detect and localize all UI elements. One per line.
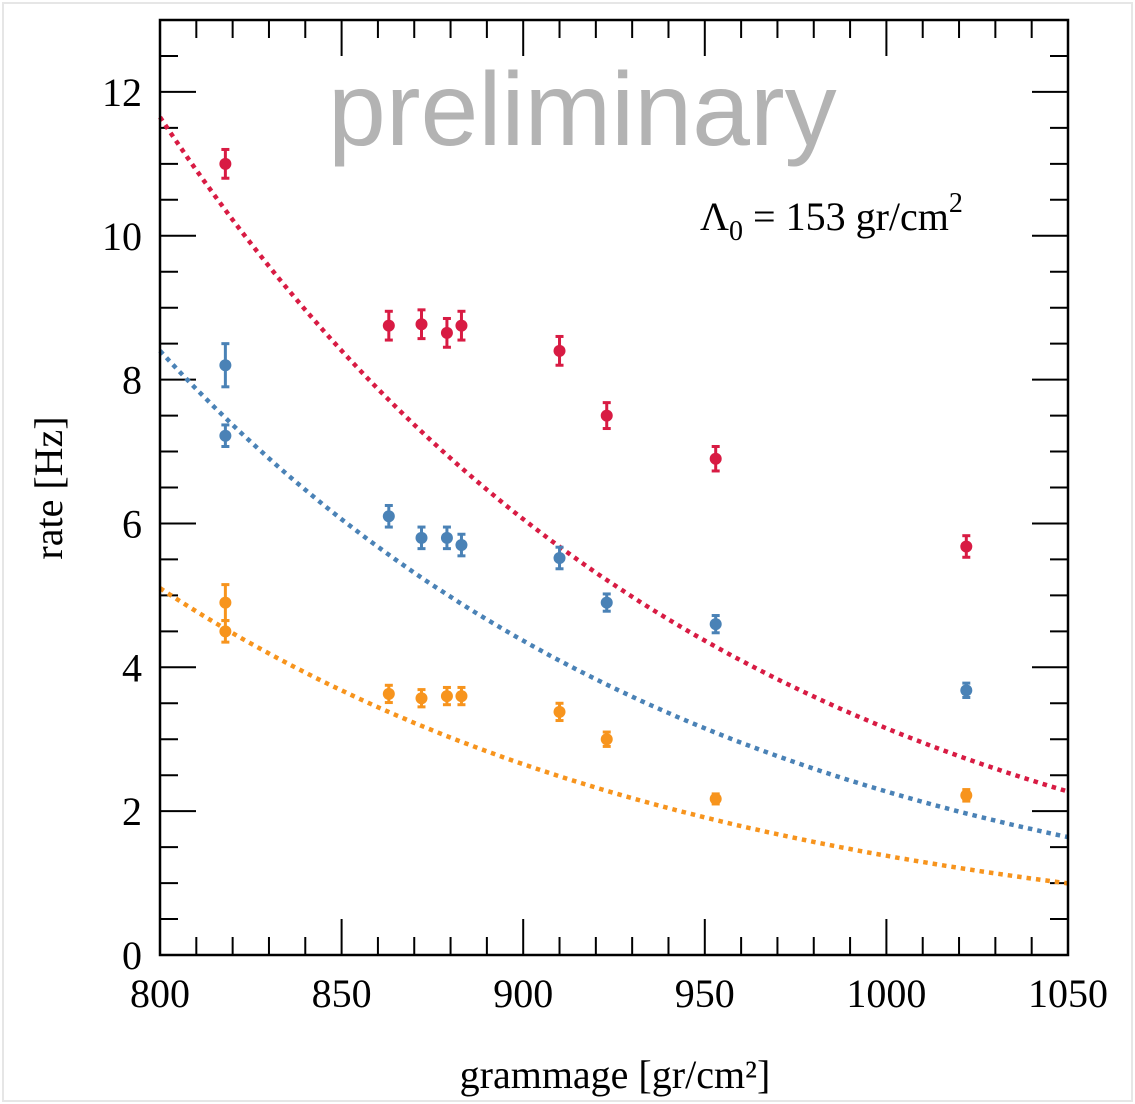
data-point	[382, 687, 395, 700]
y-tick-label: 12	[102, 70, 142, 115]
data-point	[440, 531, 453, 544]
tick-labels: 800 850 900 950 1000 1050 0 2 4 6 8 10 12	[102, 70, 1108, 1016]
fit-curve	[158, 349, 1069, 840]
fit-curves	[158, 115, 1069, 886]
lambda-value-text: = 153 gr/cm	[743, 194, 949, 239]
data-point	[219, 157, 232, 170]
data-point	[553, 551, 566, 564]
data-point	[219, 359, 232, 372]
data-point	[440, 326, 453, 339]
y-tick-label: 8	[122, 358, 142, 403]
data-point	[600, 596, 613, 609]
x-tick-label: 950	[675, 971, 735, 1016]
lambda-symbol: Λ	[700, 194, 729, 239]
axes-frame	[158, 18, 1070, 957]
x-axis-title: grammage [gr/cm²]	[460, 1052, 771, 1097]
lambda-unit-superscript: 2	[949, 188, 963, 219]
y-tick-label: 4	[122, 645, 142, 690]
y-tick-label: 2	[122, 789, 142, 834]
lambda-annotation: Λ0 = 153 gr/cm2	[700, 188, 963, 247]
data-point	[960, 684, 973, 697]
x-tick-label: 1050	[1028, 971, 1108, 1016]
data-points	[219, 147, 973, 806]
data-point	[960, 540, 973, 553]
data-point	[382, 319, 395, 332]
data-point	[553, 705, 566, 718]
data-point	[553, 344, 566, 357]
preliminary-watermark: preliminary	[328, 52, 837, 168]
data-point	[455, 539, 468, 552]
lambda-subscript: 0	[729, 216, 743, 247]
x-tick-label: 850	[312, 971, 372, 1016]
y-axis-title: rate [Hz]	[26, 416, 71, 559]
y-tick-label: 6	[122, 501, 142, 546]
data-point	[219, 596, 232, 609]
y-tick-label: 10	[102, 214, 142, 259]
x-tick-label: 1000	[846, 971, 926, 1016]
data-point	[960, 789, 973, 802]
data-point	[455, 690, 468, 703]
x-tick-label: 800	[130, 971, 190, 1016]
y-tick-label: 0	[122, 933, 142, 978]
data-point	[709, 452, 722, 465]
data-point	[219, 429, 232, 442]
data-point	[219, 625, 232, 638]
data-point	[440, 690, 453, 703]
data-point	[455, 319, 468, 332]
data-point	[600, 733, 613, 746]
data-point	[415, 692, 428, 705]
fit-curve	[158, 586, 1069, 886]
data-point	[382, 510, 395, 523]
data-point	[415, 318, 428, 331]
x-tick-label: 900	[493, 971, 553, 1016]
data-point	[709, 618, 722, 631]
data-point	[600, 409, 613, 422]
fit-curve	[158, 115, 1069, 794]
data-point	[415, 531, 428, 544]
data-point	[709, 792, 722, 805]
